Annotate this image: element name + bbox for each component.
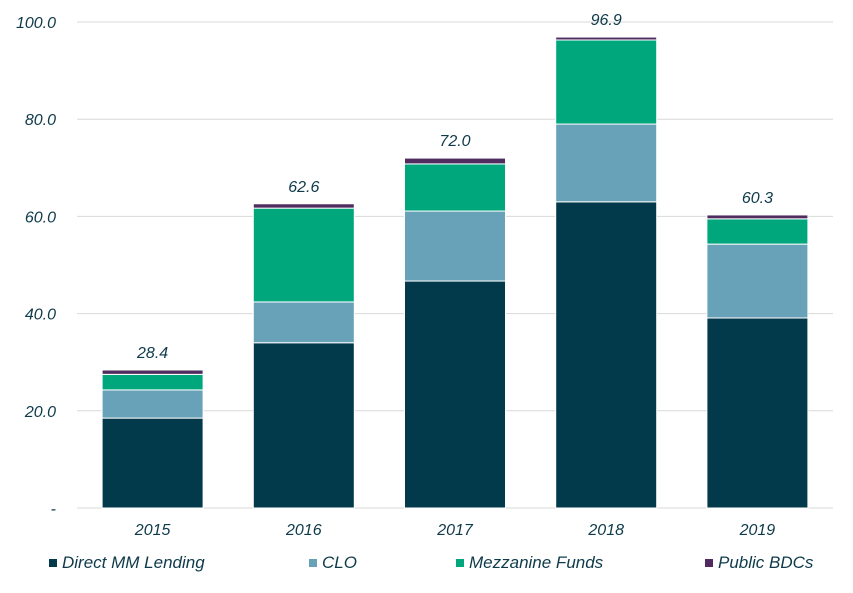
y-tick-label: 80.0 [25,112,56,129]
legend: Direct MM Lending CLO Mezzanine Funds Publi… [0,553,853,579]
stacked-bar-chart: - 20.0 40.0 60.0 80.0 100.0 28.4 62.6 72.0 96.9 6… [16,12,833,539]
legend-label: Public BDCs [718,553,814,572]
bar-stack-2017 [404,157,506,509]
y-tick-label: - [51,501,56,518]
bar-stack-2018 [555,36,658,509]
bar-segment-clo [101,389,204,419]
y-tick-label: 100.0 [16,15,56,32]
bar-segment-public-bdcs [101,369,204,375]
legend-label: CLO [322,553,357,572]
bar-segment-mezzanine-funds [706,218,809,245]
x-axis: 2015 2016 2017 2018 2019 [134,522,775,539]
bar-segment-mezzanine-funds [555,39,658,125]
legend-item-clo: CLO [309,553,357,573]
legend-swatch [705,559,713,567]
total-label: 96.9 [591,12,622,29]
total-label: 72.0 [439,133,470,150]
bar-segment-mezzanine-funds [101,373,204,391]
bar-segment-clo [555,123,658,203]
bar-segment-direct-mm-lending [706,317,809,509]
total-labels: 28.4 62.6 72.0 96.9 60.3 [136,12,773,362]
y-tick-label: 20.0 [24,404,56,421]
bar-segment-mezzanine-funds [404,163,506,212]
legend-swatch [49,559,57,567]
legend-label: Mezzanine Funds [469,553,604,572]
x-tick-label: 2019 [739,522,776,539]
x-tick-label: 2015 [134,522,171,539]
legend-item-mezzanine-funds: Mezzanine Funds [456,553,603,573]
bar-segment-clo [404,210,506,282]
bar-stack-2015 [101,369,204,509]
legend-label: Direct MM Lending [62,553,205,572]
bar-segment-direct-mm-lending [404,280,506,509]
x-tick-label: 2018 [587,522,624,539]
bar-stack-2019 [706,214,809,509]
bar-stack-2016 [252,203,355,509]
y-tick-label: 60.0 [25,209,56,226]
bar-segment-public-bdcs [555,36,658,41]
legend-swatch [456,559,464,567]
bar-segment-direct-mm-lending [101,417,204,509]
total-label: 60.3 [742,190,773,207]
total-label: 62.6 [288,179,319,196]
legend-item-public-bdcs: Public BDCs [705,553,813,573]
y-tick-label: 40.0 [25,307,56,324]
bar-segment-public-bdcs [404,157,506,165]
total-label: 28.4 [136,345,168,362]
bar-segment-direct-mm-lending [555,201,658,509]
y-axis: - 20.0 40.0 60.0 80.0 100.0 [16,15,56,518]
bar-segment-mezzanine-funds [252,207,355,303]
bar-segment-public-bdcs [706,214,809,220]
bars [101,36,809,509]
x-tick-label: 2017 [436,522,474,539]
bar-segment-direct-mm-lending [252,342,355,509]
legend-swatch [309,559,317,567]
legend-item-direct-mm-lending: Direct MM Lending [49,553,205,573]
bar-segment-public-bdcs [252,203,355,209]
bar-segment-clo [706,243,809,319]
x-tick-label: 2016 [285,522,322,539]
bar-segment-clo [252,301,355,344]
